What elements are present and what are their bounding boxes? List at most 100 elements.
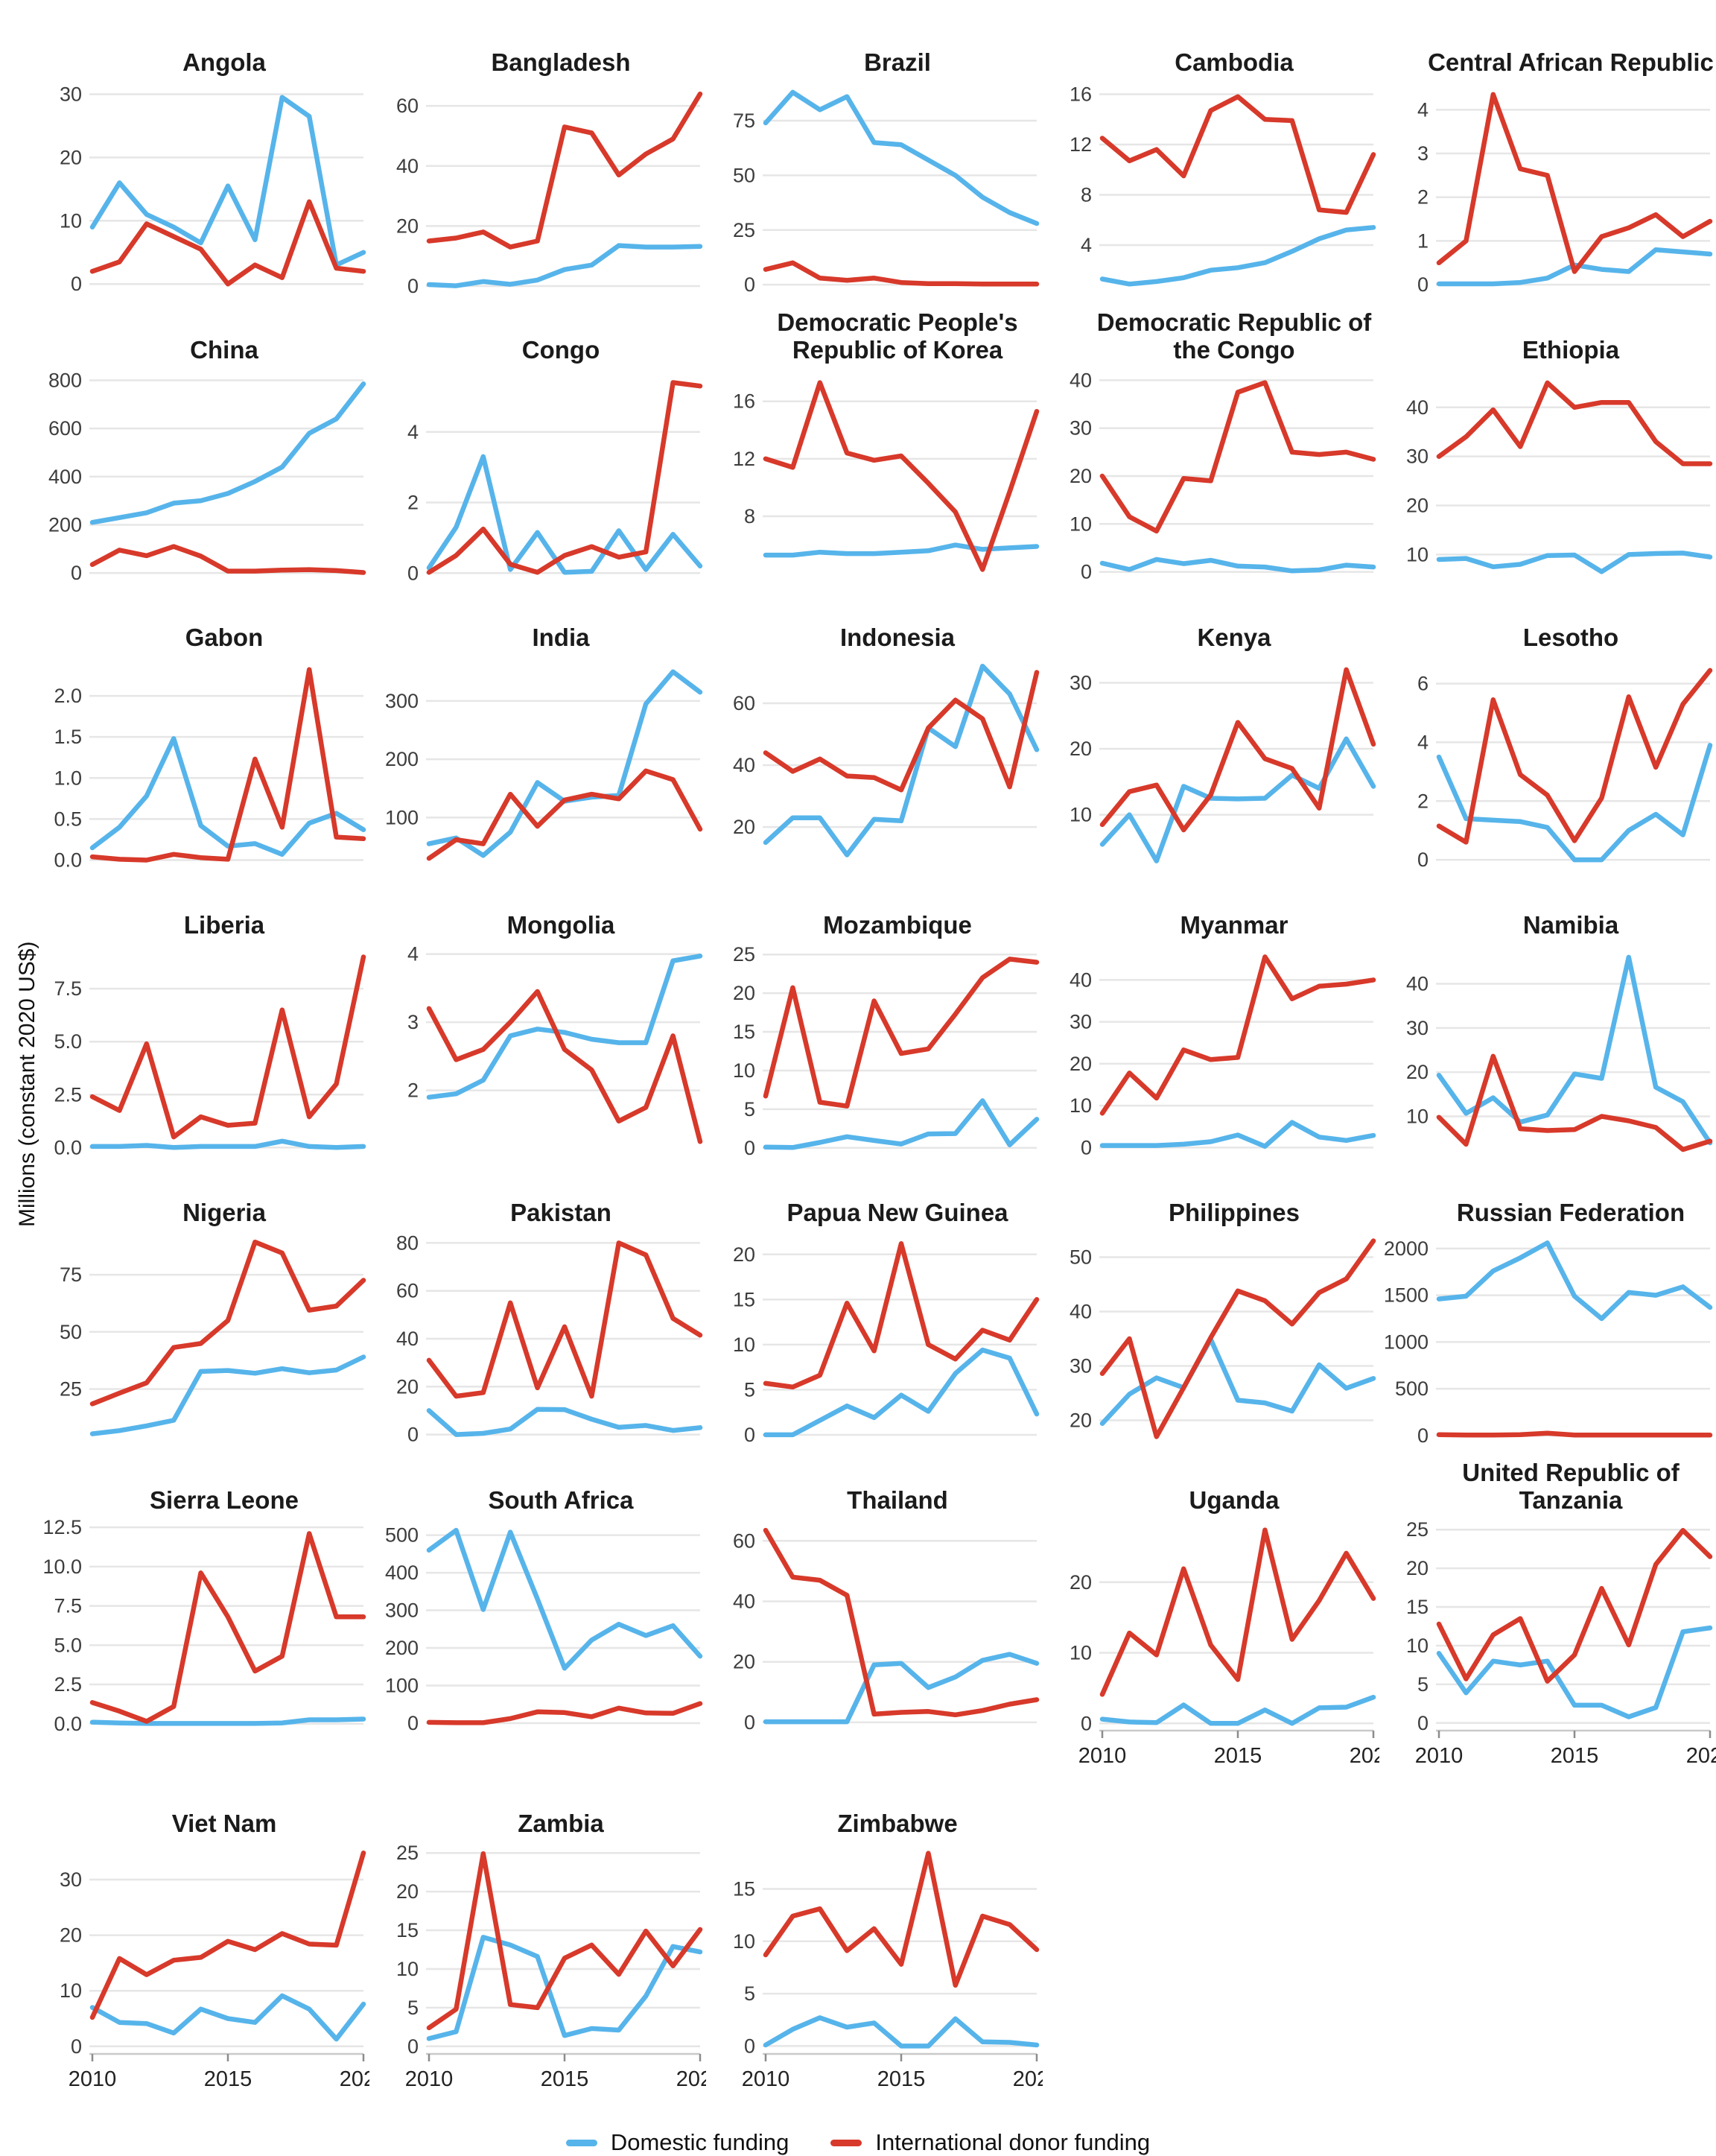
y-tick-label: 40 — [1070, 1301, 1092, 1323]
x-tick-label: 2020 — [1013, 2067, 1043, 2091]
domestic-line — [89, 1993, 366, 2042]
y-tick-label: 75 — [60, 1264, 82, 1286]
y-tick-label: 25 — [60, 1378, 82, 1401]
chart-title: Papua New Guinea — [786, 1198, 1008, 1226]
y-tick-label: 500 — [385, 1524, 419, 1547]
y-tick-label: 0.0 — [54, 1713, 82, 1735]
y-tick-label: 25 — [1406, 1520, 1429, 1541]
donor-line — [426, 1240, 703, 1399]
domestic-line — [763, 1652, 1040, 1725]
y-tick-label: 0 — [407, 1424, 419, 1446]
y-tick-label: 16 — [733, 390, 755, 413]
chart-panel-sierra-leone: Sierra Leone 0.0 2.5 5.0 7.5 10.0 12.5 — [33, 1457, 369, 1781]
chart-title: Mozambique — [823, 910, 972, 939]
y-tick-label: 50 — [733, 164, 755, 186]
chart-panel-kenya: Kenya 10 20 30 — [1043, 595, 1379, 882]
chart-plot: 2 3 4 — [407, 945, 703, 1144]
chart-panel-united-republic-of-tanzania: United Republic of Tanzania 0 5 10 15 20 25 201… — [1379, 1457, 1716, 1781]
y-tick-label: 200 — [385, 1637, 419, 1659]
y-tick-label: 10.0 — [42, 1556, 82, 1578]
chart-plot: 0 10 20 30 40 — [1070, 370, 1376, 583]
x-tick-label: 2010 — [69, 2067, 117, 2091]
y-tick-label: 2 — [1417, 186, 1429, 209]
y-tick-label: 10 — [1070, 513, 1092, 535]
chart-panel-lesotho: Lesotho 0 2 4 6 — [1379, 595, 1716, 882]
chart-plot: 0 2 4 — [407, 380, 703, 584]
y-tick-label: 10 — [396, 1958, 419, 1980]
y-tick-label: 40 — [396, 155, 419, 177]
domestic-line — [426, 454, 703, 575]
x-tick-label: 2010 — [405, 2067, 454, 2091]
y-tick-label: 40 — [396, 1328, 419, 1350]
donor-line-swatch — [830, 2139, 862, 2146]
domestic-line — [89, 736, 366, 857]
donor-line — [763, 260, 1040, 287]
y-tick-label: 0 — [71, 562, 82, 584]
y-tick-label: 0 — [744, 1137, 755, 1159]
y-tick-label: 0 — [744, 273, 755, 296]
y-tick-label: 20 — [1070, 738, 1092, 760]
donor-line — [1099, 1238, 1376, 1439]
y-tick-label: 10 — [1070, 1094, 1092, 1117]
chart-title: Namibia — [1522, 910, 1619, 939]
chart-plot: 0 5 10 15 20 25 — [733, 945, 1040, 1159]
y-tick-label: 20 — [733, 1651, 755, 1673]
y-tick-label: 60 — [733, 692, 755, 714]
y-tick-label: 15 — [1406, 1596, 1429, 1618]
domestic-line — [1436, 1625, 1713, 1719]
y-tick-label: 2.5 — [54, 1673, 82, 1696]
y-tick-label: 10 — [60, 209, 82, 232]
chart-plot: 0 5 10 15 20 25 2010 2015 2020 — [1406, 1520, 1716, 1768]
x-tick-label: 2015 — [541, 2067, 589, 2091]
y-tick-label: 10 — [1406, 1635, 1429, 1657]
y-tick-label: 20 — [1070, 1053, 1092, 1075]
chart-plot: 10 20 30 40 — [1406, 954, 1713, 1152]
y-tick-label: 0 — [71, 2035, 82, 2058]
chart-title: Lesotho — [1522, 623, 1619, 651]
chart-title: Philippines — [1168, 1198, 1300, 1226]
donor-line — [89, 1531, 366, 1724]
chart-plot: 0 10 20 2010 2015 2020 — [1070, 1527, 1379, 1768]
y-tick-label: 40 — [733, 1591, 755, 1613]
y-tick-label: 20 — [733, 1243, 755, 1266]
chart-plot: 0 20 40 60 80 — [396, 1232, 703, 1446]
y-tick-label: 12 — [1070, 133, 1092, 156]
y-tick-label: 6 — [1417, 673, 1429, 695]
y-tick-label: 1.5 — [54, 726, 82, 748]
y-tick-label: 60 — [396, 1280, 419, 1302]
y-tick-label: 20 — [1406, 1557, 1429, 1579]
donor-line — [426, 1701, 703, 1725]
domestic-line — [1436, 551, 1713, 574]
y-tick-label: 20 — [1070, 465, 1092, 487]
y-tick-label: 20 — [1070, 1409, 1092, 1431]
chart-panel-brazil: Brazil 0 25 50 75 — [706, 19, 1043, 307]
y-tick-label: 10 — [60, 1979, 82, 2002]
domestic-line — [1099, 225, 1376, 287]
y-tick-label: 5 — [744, 1378, 755, 1401]
chart-plot: 0 25 50 75 — [733, 89, 1040, 296]
chart-title: Cambodia — [1175, 48, 1294, 76]
y-tick-label: 0 — [1417, 273, 1429, 296]
y-tick-label: 10 — [1070, 1642, 1092, 1664]
y-tick-label: 5 — [744, 1098, 755, 1120]
domestic-line — [426, 954, 703, 1100]
x-tick-label: 2020 — [1350, 1744, 1379, 1768]
domestic-line — [1436, 1240, 1713, 1322]
y-tick-label: 1000 — [1384, 1331, 1429, 1353]
chart-plot: 0 2 4 6 — [1417, 668, 1713, 871]
donor-line — [89, 954, 366, 1140]
y-tick-label: 7.5 — [54, 977, 82, 1000]
y-tick-label: 20 — [396, 215, 419, 237]
chart-panel-papua-new-guinea: Papua New Guinea 0 5 10 15 20 — [706, 1170, 1043, 1457]
donor-line — [763, 1527, 1040, 1718]
chart-plot: 0.0 2.5 5.0 7.5 — [54, 954, 366, 1158]
domestic-line — [763, 1098, 1040, 1150]
donor-line — [89, 1239, 366, 1407]
y-tick-label: 0.0 — [54, 1136, 82, 1158]
domestic-line — [89, 1138, 366, 1150]
domestic-line — [763, 1347, 1040, 1438]
chart-title: Mongolia — [506, 910, 615, 939]
chart-title: India — [532, 623, 590, 651]
chart-plot: 0.0 0.5 1.0 1.5 2.0 — [54, 667, 366, 871]
y-tick-label: 20 — [396, 1880, 419, 1903]
